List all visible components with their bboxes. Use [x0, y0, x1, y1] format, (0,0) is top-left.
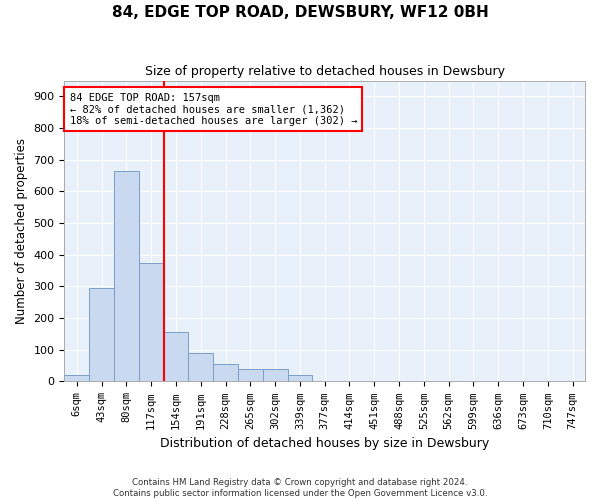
Bar	[263, 369, 287, 382]
Title: Size of property relative to detached houses in Dewsbury: Size of property relative to detached ho…	[145, 65, 505, 78]
Bar	[188, 353, 213, 382]
Bar	[64, 375, 89, 382]
Bar	[213, 364, 238, 382]
Bar	[164, 332, 188, 382]
Bar	[89, 288, 114, 382]
Y-axis label: Number of detached properties: Number of detached properties	[15, 138, 28, 324]
Text: 84, EDGE TOP ROAD, DEWSBURY, WF12 0BH: 84, EDGE TOP ROAD, DEWSBURY, WF12 0BH	[112, 5, 488, 20]
Text: Contains HM Land Registry data © Crown copyright and database right 2024.
Contai: Contains HM Land Registry data © Crown c…	[113, 478, 487, 498]
Bar	[139, 262, 164, 382]
Bar	[114, 171, 139, 382]
Bar	[287, 375, 313, 382]
Text: 84 EDGE TOP ROAD: 157sqm
← 82% of detached houses are smaller (1,362)
18% of sem: 84 EDGE TOP ROAD: 157sqm ← 82% of detach…	[70, 92, 357, 126]
X-axis label: Distribution of detached houses by size in Dewsbury: Distribution of detached houses by size …	[160, 437, 490, 450]
Bar	[238, 369, 263, 382]
